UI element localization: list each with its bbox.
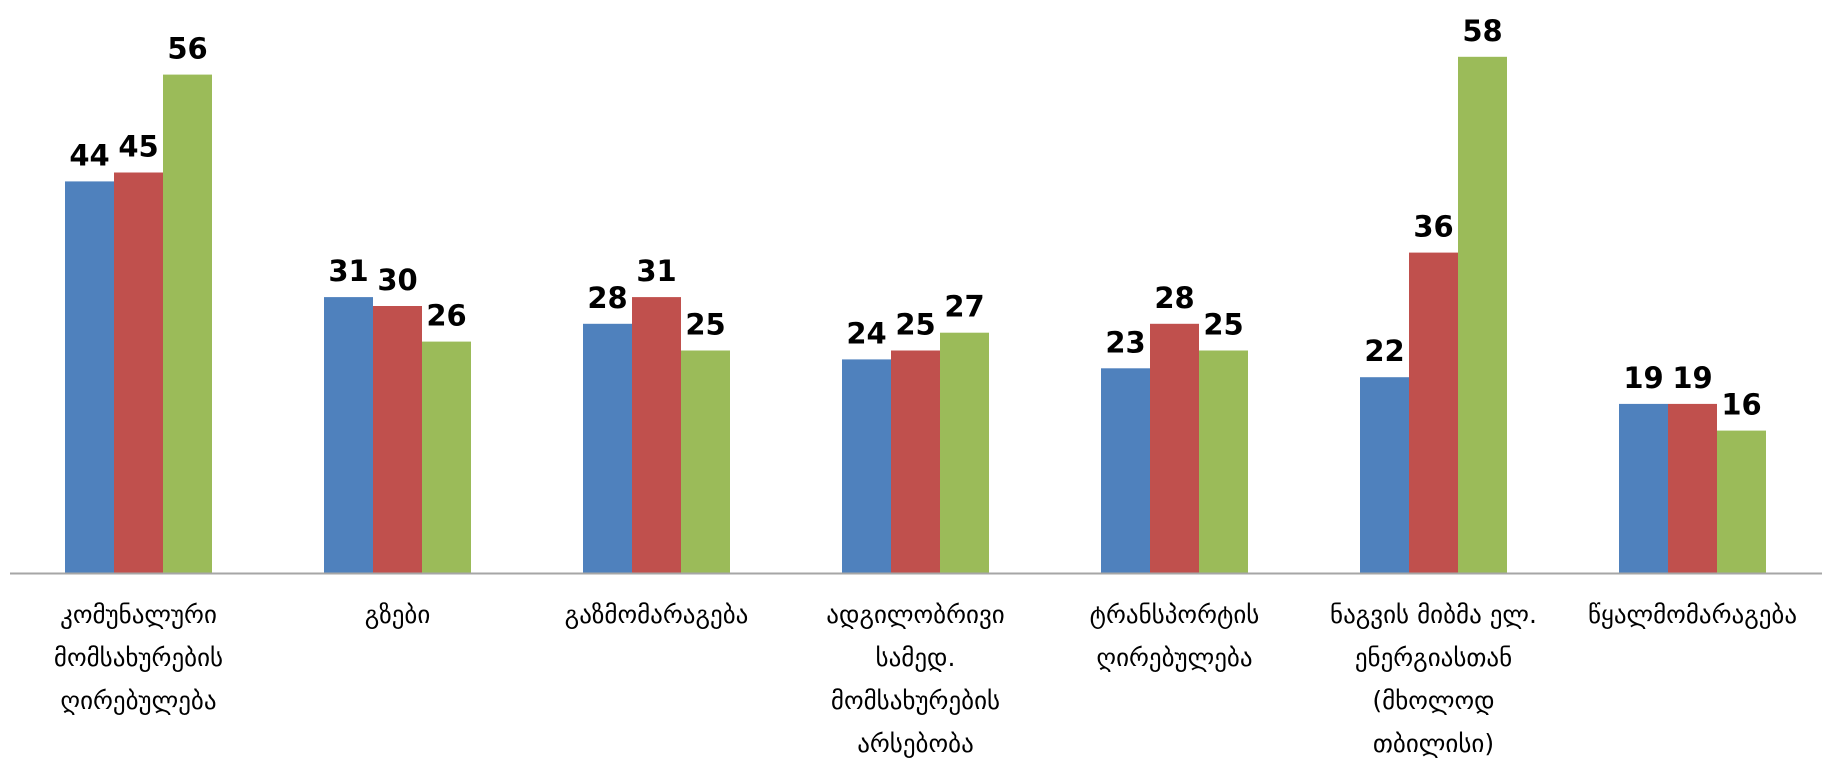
data-label-series-2-cat-4: 25	[895, 308, 935, 342]
category-label-line: წყალმომარაგება	[1588, 600, 1797, 629]
category-label-line: მომსახურების	[831, 686, 1000, 715]
data-label-series-1-cat-7: 19	[1623, 361, 1663, 395]
category-label-7: წყალმომარაგება	[1588, 600, 1797, 629]
data-label-series-1-cat-3: 28	[587, 281, 627, 315]
data-label-series-2-cat-1: 45	[118, 130, 158, 164]
bar-series-1-cat-6	[1360, 377, 1409, 573]
category-label-line: გზები	[365, 600, 431, 629]
category-label-3: გაზმომარაგება	[565, 600, 749, 629]
bar-series-3-cat-3	[681, 350, 730, 573]
bar-series-3-cat-5	[1199, 350, 1248, 573]
data-label-series-3-cat-5: 25	[1203, 308, 1243, 342]
data-label-series-3-cat-3: 25	[685, 308, 725, 342]
category-label-line: ღირებულება	[1096, 643, 1252, 672]
category-label-line: თბილისი)	[1373, 729, 1494, 758]
value-labels-group: 44 45 56 31 30 26 28 31 25 24 25 27 23 28 25 22 36 58 19 19…	[69, 14, 1761, 422]
data-label-series-2-cat-2: 30	[377, 263, 417, 297]
data-label-series-3-cat-6: 58	[1462, 14, 1502, 48]
category-label-line: ნაგვის მიბმა ელ.	[1330, 600, 1537, 629]
bar-series-1-cat-3	[583, 323, 632, 573]
category-label-line: ღირებულება	[60, 686, 216, 715]
category-labels-group: კომუნალური მომსახურების ღირებულება გზები გაზ…	[54, 600, 1797, 758]
data-label-series-3-cat-7: 16	[1721, 388, 1761, 422]
category-label-2: გზები	[365, 600, 431, 629]
bar-series-3-cat-6	[1458, 56, 1507, 574]
data-label-series-3-cat-2: 26	[426, 299, 466, 333]
bar-series-2-cat-2	[373, 306, 422, 573]
bar-series-3-cat-7	[1717, 430, 1766, 573]
data-label-series-1-cat-5: 23	[1105, 325, 1145, 359]
bar-series-1-cat-1	[65, 181, 114, 573]
bar-series-3-cat-2	[422, 341, 471, 573]
data-label-series-2-cat-5: 28	[1154, 281, 1194, 315]
data-label-series-1-cat-6: 22	[1364, 334, 1404, 368]
data-label-series-1-cat-1: 44	[69, 138, 109, 172]
category-label-line: (მხოლოდ	[1372, 686, 1494, 715]
category-label-line: მომსახურების	[54, 643, 223, 672]
bar-series-1-cat-2	[324, 297, 373, 573]
category-label-line: ადგილობრივი	[826, 600, 1004, 629]
bar-series-3-cat-4	[940, 332, 989, 573]
bar-series-2-cat-6	[1409, 252, 1458, 573]
bar-series-2-cat-4	[891, 350, 940, 573]
category-label-1: კომუნალური მომსახურების ღირებულება	[54, 600, 223, 715]
category-label-4: ადგილობრივი სამედ. მომსახურების არსებობა	[826, 600, 1004, 758]
bar-series-2-cat-5	[1150, 323, 1199, 573]
category-label-line: ენერგიასთან	[1355, 643, 1512, 672]
category-label-line: არსებობა	[857, 729, 974, 758]
category-label-6: ნაგვის მიბმა ელ. ენერგიასთან (მხოლოდ თბილის…	[1330, 600, 1537, 758]
data-label-series-2-cat-6: 36	[1413, 210, 1453, 244]
data-label-series-1-cat-4: 24	[846, 316, 886, 350]
bars-group	[65, 56, 1766, 574]
category-label-line: გაზმომარაგება	[565, 600, 749, 629]
data-label-series-1-cat-2: 31	[328, 254, 368, 288]
bar-series-1-cat-4	[842, 359, 891, 573]
bar-series-2-cat-1	[114, 172, 163, 573]
category-label-line: სამედ.	[876, 643, 956, 672]
category-label-5: ტრანსპორტის ღირებულება	[1090, 600, 1260, 672]
bar-series-2-cat-7	[1668, 403, 1717, 573]
data-label-series-2-cat-3: 31	[636, 254, 676, 288]
bar-series-2-cat-3	[632, 297, 681, 573]
category-label-line: ტრანსპორტის	[1090, 600, 1260, 629]
data-label-series-2-cat-7: 19	[1672, 361, 1712, 395]
bar-series-3-cat-1	[163, 74, 212, 573]
category-label-line: კომუნალური	[60, 600, 217, 629]
data-label-series-3-cat-4: 27	[944, 290, 984, 324]
bar-series-1-cat-5	[1101, 368, 1150, 573]
bar-series-1-cat-7	[1619, 403, 1668, 573]
data-label-series-3-cat-1: 56	[167, 32, 207, 66]
